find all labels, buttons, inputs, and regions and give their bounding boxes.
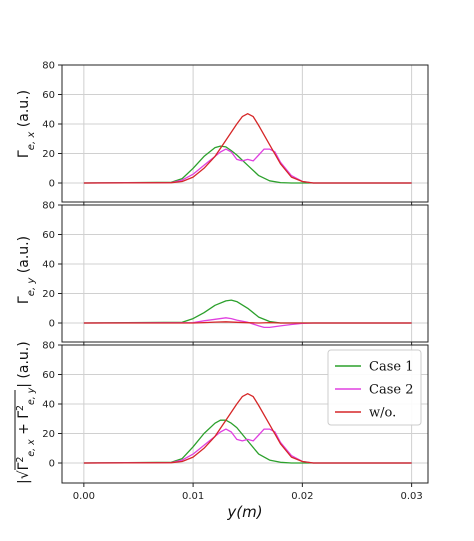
y-tick-label: 60 bbox=[42, 230, 55, 241]
series-line-case-2 bbox=[83, 148, 412, 184]
series-line-w-o bbox=[83, 113, 412, 184]
legend-frame bbox=[327, 349, 422, 426]
y-tick-label: 0 bbox=[49, 459, 55, 470]
y-tick-label: 60 bbox=[42, 90, 55, 101]
series-line-case-2 bbox=[83, 428, 412, 464]
x-tick-label: 0.00 bbox=[73, 491, 95, 502]
y-tick-label: 40 bbox=[42, 120, 55, 131]
y-tick-label: 0 bbox=[49, 319, 55, 330]
y-axis-label-bottom: |√Γ2e, x + Γ2e, y| (a.u.) bbox=[14, 341, 37, 484]
legend: Case 1 Case 2 w/o. bbox=[327, 349, 422, 426]
y-axis-label-top: Γe, x (a.u.) bbox=[16, 90, 37, 158]
y-tick-label: 60 bbox=[42, 370, 55, 381]
panel-2: 0 20 40 60 80 bbox=[42, 201, 429, 346]
axes-frame bbox=[61, 204, 429, 343]
x-axis-label: y(m) bbox=[226, 503, 262, 521]
y-tick-label: 20 bbox=[42, 149, 55, 160]
svg-text:|√Γ2e, x + Γ2e, y| (a.u.): |√Γ2e, x + Γ2e, y| (a.u.) bbox=[15, 341, 37, 484]
y-axis-label-middle: Γe, y (a.u.) bbox=[16, 236, 37, 304]
y-tick-label: 40 bbox=[42, 400, 55, 411]
series-line-case-1 bbox=[83, 145, 412, 184]
y-tick-label: 0 bbox=[49, 179, 55, 190]
x-tick-label: 0.01 bbox=[182, 491, 204, 502]
panel-1: 0 20 40 60 80 bbox=[42, 61, 429, 206]
y-tick-label: 80 bbox=[42, 341, 55, 352]
y-tick-label: 80 bbox=[42, 201, 55, 212]
y-tick-label: 40 bbox=[42, 260, 55, 271]
series-line-case-1 bbox=[83, 419, 412, 464]
x-tick-label: 0.03 bbox=[400, 491, 422, 502]
x-tick-label: 0.02 bbox=[291, 491, 313, 502]
series-line-case-1 bbox=[83, 299, 412, 324]
legend-label: Case 1 bbox=[369, 360, 413, 375]
y-tick-label: 80 bbox=[42, 61, 55, 72]
series-line-w-o bbox=[83, 321, 412, 324]
series-line-case-2 bbox=[83, 317, 412, 329]
series-line-w-o bbox=[83, 393, 412, 464]
legend-label: Case 2 bbox=[369, 383, 413, 398]
axes-frame bbox=[61, 344, 429, 484]
y-tick-label: 20 bbox=[42, 289, 55, 300]
legend-label: w/o. bbox=[369, 406, 396, 421]
y-tick-label: 20 bbox=[42, 429, 55, 440]
axes-frame bbox=[61, 64, 429, 203]
